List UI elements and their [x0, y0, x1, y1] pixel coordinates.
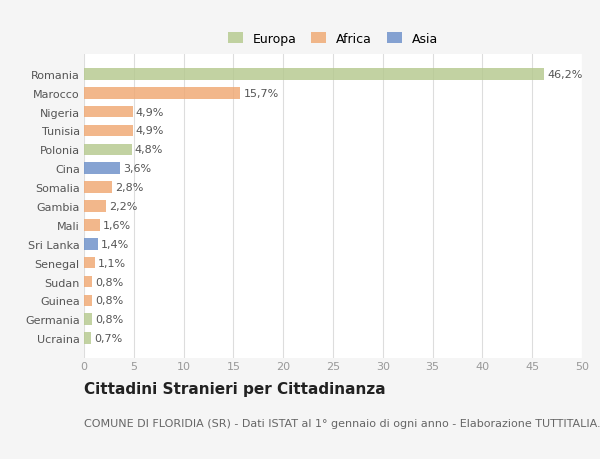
Text: 0,8%: 0,8%	[95, 296, 123, 306]
Bar	[84, 333, 91, 344]
Bar	[84, 144, 132, 156]
Text: 3,6%: 3,6%	[123, 164, 151, 174]
Legend: Europa, Africa, Asia: Europa, Africa, Asia	[227, 33, 439, 46]
Text: 46,2%: 46,2%	[547, 70, 583, 80]
Bar	[84, 88, 241, 99]
Bar	[84, 69, 544, 80]
Text: 1,6%: 1,6%	[103, 220, 131, 230]
Text: 15,7%: 15,7%	[244, 89, 278, 99]
Bar	[84, 314, 92, 325]
Text: Cittadini Stranieri per Cittadinanza: Cittadini Stranieri per Cittadinanza	[84, 381, 386, 396]
Text: 0,7%: 0,7%	[94, 333, 122, 343]
Text: 1,4%: 1,4%	[101, 239, 129, 249]
Bar	[84, 201, 106, 213]
Text: 4,8%: 4,8%	[135, 145, 163, 155]
Text: 2,8%: 2,8%	[115, 183, 143, 193]
Text: 4,9%: 4,9%	[136, 107, 164, 118]
Text: 2,2%: 2,2%	[109, 202, 137, 212]
Text: 1,1%: 1,1%	[98, 258, 126, 268]
Bar	[84, 295, 92, 307]
Bar	[84, 238, 98, 250]
Bar	[84, 182, 112, 194]
Bar	[84, 125, 133, 137]
Text: 0,8%: 0,8%	[95, 277, 123, 287]
Text: COMUNE DI FLORIDIA (SR) - Dati ISTAT al 1° gennaio di ogni anno - Elaborazione T: COMUNE DI FLORIDIA (SR) - Dati ISTAT al …	[84, 418, 600, 428]
Bar	[84, 257, 95, 269]
Bar	[84, 219, 100, 231]
Text: 0,8%: 0,8%	[95, 314, 123, 325]
Bar	[84, 163, 120, 175]
Bar	[84, 276, 92, 288]
Text: 4,9%: 4,9%	[136, 126, 164, 136]
Bar	[84, 106, 133, 118]
